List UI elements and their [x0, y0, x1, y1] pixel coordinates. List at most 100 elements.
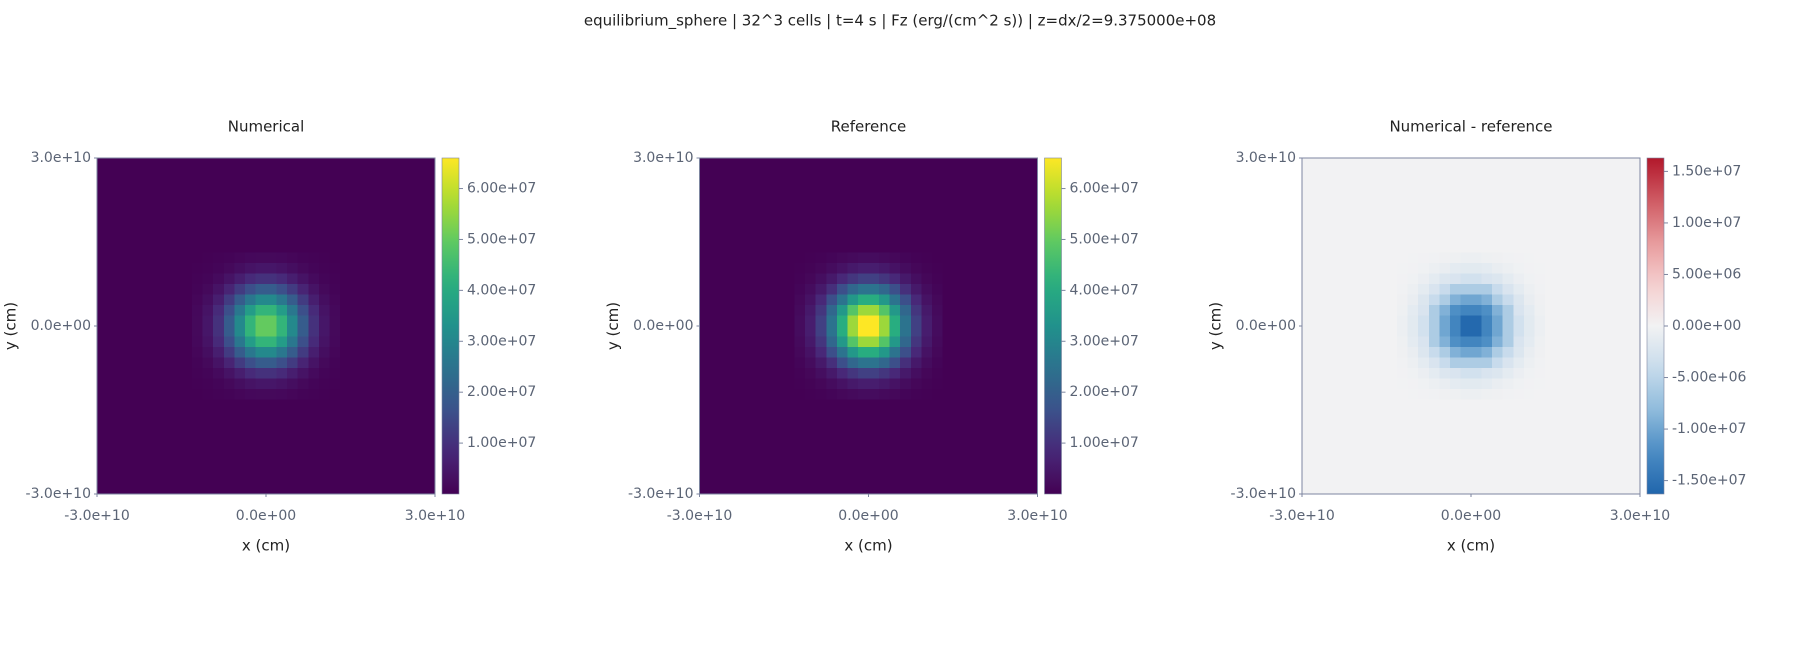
heatmap-cell [192, 231, 204, 243]
heatmap-cell [847, 431, 859, 443]
heatmap-cell [1471, 210, 1483, 222]
heatmap-cell [202, 399, 214, 411]
heatmap-cell [1365, 284, 1377, 296]
heatmap-cell [1333, 231, 1345, 243]
heatmap-cell [392, 431, 404, 443]
heatmap-cell [266, 410, 278, 422]
heatmap-cell [1597, 242, 1609, 254]
heatmap-cell [953, 347, 965, 359]
y-tick-label: 0.0e+00 [31, 318, 91, 334]
heatmap-cell [308, 305, 320, 317]
heatmap-cell [1618, 284, 1631, 296]
heatmap-cell [836, 305, 848, 317]
heatmap-cell [1534, 410, 1546, 422]
heatmap-cell [244, 473, 257, 485]
heatmap-cell [1407, 315, 1419, 327]
heatmap-cell [287, 368, 299, 380]
heatmap-cell [1428, 452, 1440, 464]
heatmap-cell [1407, 399, 1419, 411]
heatmap-cell [1026, 200, 1039, 212]
heatmap-cell [1397, 168, 1409, 180]
heatmap-cell [1629, 357, 1641, 369]
heatmap-cell [107, 179, 119, 191]
heatmap-cell [1460, 305, 1472, 317]
heatmap-cell [995, 473, 1007, 485]
heatmap-cell [953, 399, 965, 411]
heatmap-cell [192, 210, 204, 222]
heatmap-cell [1026, 242, 1039, 254]
heatmap-cell [942, 378, 954, 390]
figure-title: equilibrium_sphere | 32^3 cells | t=4 s … [584, 12, 1216, 31]
heatmap-cell [879, 252, 891, 264]
heatmap-cell [1544, 420, 1557, 432]
heatmap-cell [139, 420, 151, 432]
heatmap-cell [963, 221, 975, 233]
heatmap-cell [97, 200, 109, 212]
heatmap-cell [1513, 441, 1525, 453]
heatmap-cell [403, 263, 415, 275]
heatmap-cell [805, 200, 817, 212]
heatmap-cell [97, 336, 109, 348]
heatmap-cell [350, 200, 362, 212]
heatmap-cell [931, 399, 944, 411]
heatmap-cell [1534, 389, 1546, 401]
heatmap-cell [118, 462, 130, 474]
heatmap-cell [160, 462, 172, 474]
heatmap-cell [741, 200, 753, 212]
heatmap-cell [1534, 368, 1546, 380]
colorbar-tick-label: 2.00e+07 [1070, 384, 1139, 400]
heatmap-cell [889, 200, 901, 212]
heatmap-cell [1302, 263, 1314, 275]
heatmap-cell [879, 273, 891, 285]
heatmap-cell [942, 347, 954, 359]
heatmap-cell [1016, 347, 1028, 359]
heatmap-cell [995, 431, 1007, 443]
heatmap-cell [710, 389, 722, 401]
heatmap-cell [1312, 252, 1324, 264]
heatmap-cell [805, 189, 817, 201]
heatmap-cell [1312, 389, 1324, 401]
heatmap-cell [1323, 252, 1335, 264]
heatmap-cell [107, 200, 119, 212]
heatmap-cell [160, 189, 172, 201]
heatmap-cell [773, 368, 785, 380]
heatmap-cell [974, 305, 986, 317]
heatmap-cell [857, 284, 870, 296]
heatmap-cell [995, 452, 1007, 464]
x-tick-label: -3.0e+10 [1269, 508, 1334, 524]
heatmap-cell [1481, 200, 1493, 212]
heatmap-cell [1566, 336, 1578, 348]
heatmap-cell [308, 252, 320, 264]
heatmap-cell [149, 168, 161, 180]
heatmap-cell [339, 231, 352, 243]
heatmap-cell [942, 294, 954, 306]
heatmap-cell [1513, 336, 1525, 348]
heatmap-cell [741, 326, 753, 338]
heatmap-cell [720, 410, 732, 422]
heatmap-cell [868, 305, 880, 317]
heatmap-cell [1481, 410, 1493, 422]
heatmap-cell [160, 326, 172, 338]
heatmap-cell [371, 473, 383, 485]
heatmap-cell [350, 389, 362, 401]
heatmap-cell [889, 221, 901, 233]
heatmap-cell [762, 294, 775, 306]
heatmap-cell [731, 315, 743, 327]
heatmap-cell [879, 389, 891, 401]
heatmap-cell [318, 315, 330, 327]
heatmap-cell [720, 326, 732, 338]
heatmap-cell [1016, 441, 1028, 453]
heatmap-cell [1449, 483, 1462, 495]
heatmap-cell [1407, 483, 1419, 495]
heatmap-cell [1492, 420, 1504, 432]
heatmap-cell [815, 441, 827, 453]
heatmap-cell [942, 441, 954, 453]
y-tick-label: 3.0e+10 [1236, 150, 1296, 166]
heatmap-cell [139, 399, 151, 411]
heatmap-cell [202, 357, 214, 369]
heatmap-cell [1016, 336, 1028, 348]
heatmap-cell [879, 431, 891, 443]
heatmap-cell [1587, 231, 1599, 243]
heatmap-cell [350, 420, 362, 432]
heatmap-cell [784, 284, 796, 296]
